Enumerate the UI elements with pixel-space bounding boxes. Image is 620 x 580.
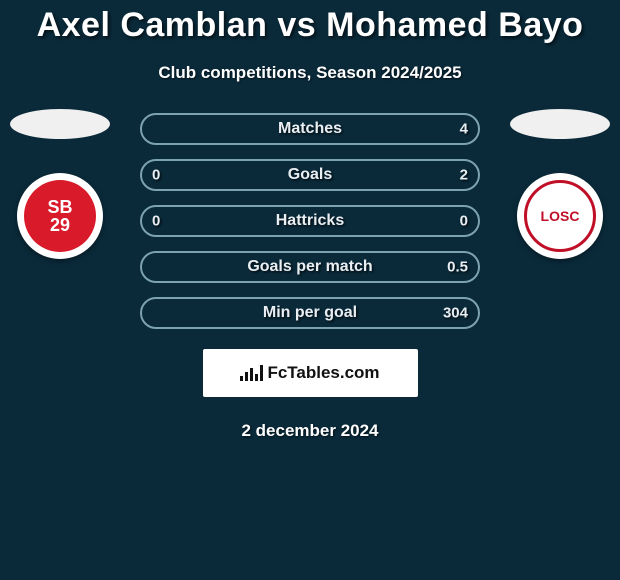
stat-right-value: 4: [460, 121, 468, 138]
club-logo-right: LOSC: [517, 173, 603, 259]
stat-label: Hattricks: [276, 212, 344, 230]
stat-row: Matches 4: [140, 113, 480, 145]
stat-row: Goals per match 0.5: [140, 251, 480, 283]
stat-right-value: 0.5: [447, 259, 468, 276]
stat-right-value: 0: [460, 213, 468, 230]
brand-badge: FcTables.com: [203, 349, 418, 397]
club-left-badge: SB 29: [24, 180, 96, 252]
stat-row: 0 Hattricks 0: [140, 205, 480, 237]
player-left-column: SB 29: [10, 113, 110, 259]
stat-left-value: 0: [152, 213, 160, 230]
club-right-badge: LOSC: [524, 180, 596, 252]
stats-rows: Matches 4 0 Goals 2 0 Hattricks 0 Goals per matc…: [140, 113, 480, 329]
player-right-avatar: [510, 109, 610, 139]
player-right-column: LOSC: [510, 113, 610, 259]
stat-right-value: 2: [460, 167, 468, 184]
content-area: SB 29 LOSC Matches 4 0 Goals 2 0 Hattricks 0 Goa…: [0, 113, 620, 441]
stat-row: Min per goal 304: [140, 297, 480, 329]
subtitle: Club competitions, Season 2024/2025: [0, 63, 620, 83]
stat-label: Goals: [288, 166, 332, 184]
stat-left-value: 0: [152, 167, 160, 184]
stat-right-value: 304: [443, 305, 468, 322]
club-logo-left: SB 29: [17, 173, 103, 259]
bars-icon: [240, 365, 263, 381]
stat-label: Min per goal: [263, 304, 357, 322]
stat-row: 0 Goals 2: [140, 159, 480, 191]
date-line: 2 december 2024: [0, 421, 620, 441]
stat-label: Goals per match: [247, 258, 372, 276]
stat-label: Matches: [278, 120, 342, 138]
brand-text: FcTables.com: [267, 363, 379, 383]
player-left-avatar: [10, 109, 110, 139]
page-title: Axel Camblan vs Mohamed Bayo: [0, 0, 620, 45]
